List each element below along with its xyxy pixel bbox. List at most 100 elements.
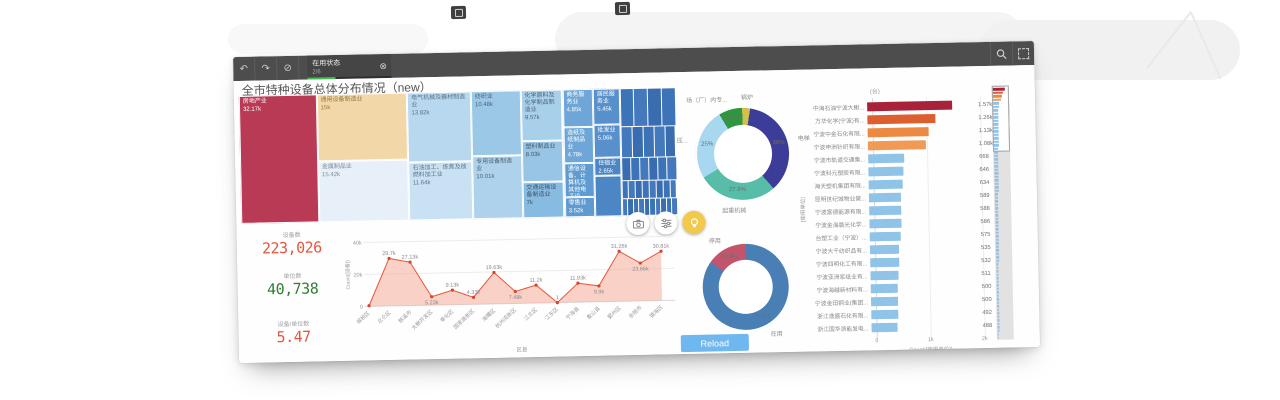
treemap-cell[interactable]: 纺织业 10.48k [470,90,522,157]
treemap-cell[interactable] [639,157,649,180]
treemap-cell[interactable] [621,157,631,180]
bar[interactable] [868,166,904,177]
bar[interactable] [869,231,901,242]
treemap-cell[interactable] [656,180,663,198]
line-point[interactable] [513,289,517,294]
treemap-cell[interactable]: 电气机械及器材制造业 13.82k [407,91,473,163]
status-donut-chart[interactable]: 在用 85.1% 停用 14.9% [680,225,814,340]
treemap-cell[interactable]: 化学原料及化学制品制造业 9.57k [520,89,564,142]
line-point[interactable] [659,249,663,253]
bar[interactable] [868,153,905,164]
selections-forward-button[interactable]: ↷ [255,56,278,81]
treemap-cell[interactable] [654,126,665,157]
bar-row[interactable]: 浙江国华浙能发电... 488 [808,319,998,336]
treemap-cell[interactable] [622,180,629,198]
selection-chip[interactable]: 在用状态 2/6 ⊗ [306,53,392,80]
treemap-cell[interactable] [621,126,632,157]
treemap-cell[interactable] [594,175,623,217]
treemap-cell[interactable] [630,157,640,180]
search-button[interactable] [989,41,1013,66]
treemap-cell[interactable]: 石油加工、炼焦及核燃料加工业 11.64k [408,161,474,221]
minimap-bar [996,248,999,252]
district-line-chart[interactable]: 40k 20k 0 保税区 29.7k 北仑区 27.13k 慈溪市 5.23k 大榭开发区 9.1… [342,224,685,359]
treemap-cell[interactable]: 批发业 5.06k [593,124,622,158]
treemap-cell[interactable] [634,88,648,126]
treemap-cell[interactable] [649,180,656,198]
treemap-cell[interactable] [642,180,649,198]
treemap-cell[interactable] [628,180,636,198]
bar-track [867,126,976,138]
reload-button[interactable]: Reload [680,333,750,353]
bar[interactable] [867,113,936,125]
bar[interactable] [869,205,902,216]
treemap-cell[interactable] [663,179,670,198]
treemap-cell[interactable]: 专用设备制造业 10.01k [471,155,523,220]
treemap-cell[interactable]: 居民服务业 5.45k [592,88,621,125]
treemap-cell[interactable] [667,156,677,180]
treemap-cell[interactable] [670,179,677,197]
bar[interactable] [870,283,898,294]
treemap-cell[interactable]: 金属制品业 15.42k [317,159,410,223]
line-point[interactable] [576,281,580,285]
assistant-button[interactable] [682,210,706,235]
bar[interactable] [868,179,904,190]
treemap-cell[interactable] [661,87,675,126]
bar[interactable] [870,296,899,307]
treemap-cell[interactable]: 交通运输设备制造业 7k [522,181,565,219]
treemap-cell[interactable]: 通用设备制造业 15k [316,92,409,162]
treemap-cell[interactable]: 塑料制品业 8.03k [521,140,565,183]
treemap-cell[interactable]: 住宿业 2.65k [594,157,622,176]
selections-tool-button[interactable] [1011,40,1035,66]
clear-selections-button[interactable]: ⊘ [277,55,300,81]
bar-track [868,165,976,177]
snapshot-button[interactable] [626,211,650,236]
treemap-chart[interactable]: 房地产业 32.17k 通用设备制造业 15k 金属制品业 15.42k 电气机械及器材制造… [238,87,677,224]
treemap-cell[interactable] [649,157,658,180]
treemap-cell[interactable]: 造纸及纸制品业 4.78k [562,127,595,164]
equipment-type-donut-chart[interactable]: 锅炉 电梯 36% 起重机械 27.9% 压... 25% 场（厂）内专... 8.3% [677,91,812,224]
line-point[interactable] [492,270,496,275]
bar[interactable] [867,100,952,112]
bar[interactable] [868,192,901,203]
treemap-cell[interactable]: 零售业 3.52k [564,196,596,218]
treemap-cell[interactable] [635,180,643,198]
bar[interactable] [870,257,900,268]
company-bar-chart[interactable]: (台) [使用单位] Count([使用单位]) 中海石油宁波大榭... 1.57… [800,82,999,353]
line-point[interactable] [408,260,412,264]
bar[interactable] [870,270,899,281]
selections-back-button[interactable]: ↶ [233,56,256,82]
line-point[interactable] [471,295,476,299]
treemap-cell[interactable] [643,126,654,157]
scrollbar-viewport-frame[interactable] [991,85,1011,152]
svg-text:9.9k: 9.9k [594,289,605,295]
bar[interactable] [867,127,929,138]
bar-value: 500 [981,283,992,290]
line-point[interactable] [534,283,538,287]
remove-selection-icon[interactable]: ⊗ [379,60,388,71]
treemap-cell[interactable] [647,87,662,126]
line-point[interactable] [638,261,642,265]
svg-text:11.93k: 11.93k [570,275,586,281]
line-point[interactable] [367,304,371,308]
line-point[interactable] [430,295,434,299]
treemap-cell[interactable] [632,126,643,157]
bar[interactable] [871,322,899,333]
treemap-cell[interactable]: 通信设备、计算机及其他电子设备...3.91k [563,163,595,197]
svg-text:Count([设备]): Count([设备]) [344,260,352,290]
treemap-cell[interactable] [658,156,667,180]
line-point[interactable] [617,249,621,253]
bar[interactable] [871,309,898,320]
bar[interactable] [867,140,927,151]
line-point[interactable] [597,284,601,288]
bar[interactable] [869,218,902,229]
line-point[interactable] [555,301,559,305]
treemap-cell[interactable]: 房地产业 32.17k [238,94,319,224]
exploration-menu-button[interactable] [654,211,678,235]
bar-chart-x-axis-label: Count([使用单位]) [909,346,953,354]
line-point[interactable] [450,288,455,292]
bar[interactable] [869,244,899,255]
line-point[interactable] [387,256,391,261]
treemap-cell[interactable]: 商务服务业 4.85k [562,88,594,128]
treemap-cell[interactable] [664,126,676,157]
treemap-cell[interactable] [620,88,634,127]
